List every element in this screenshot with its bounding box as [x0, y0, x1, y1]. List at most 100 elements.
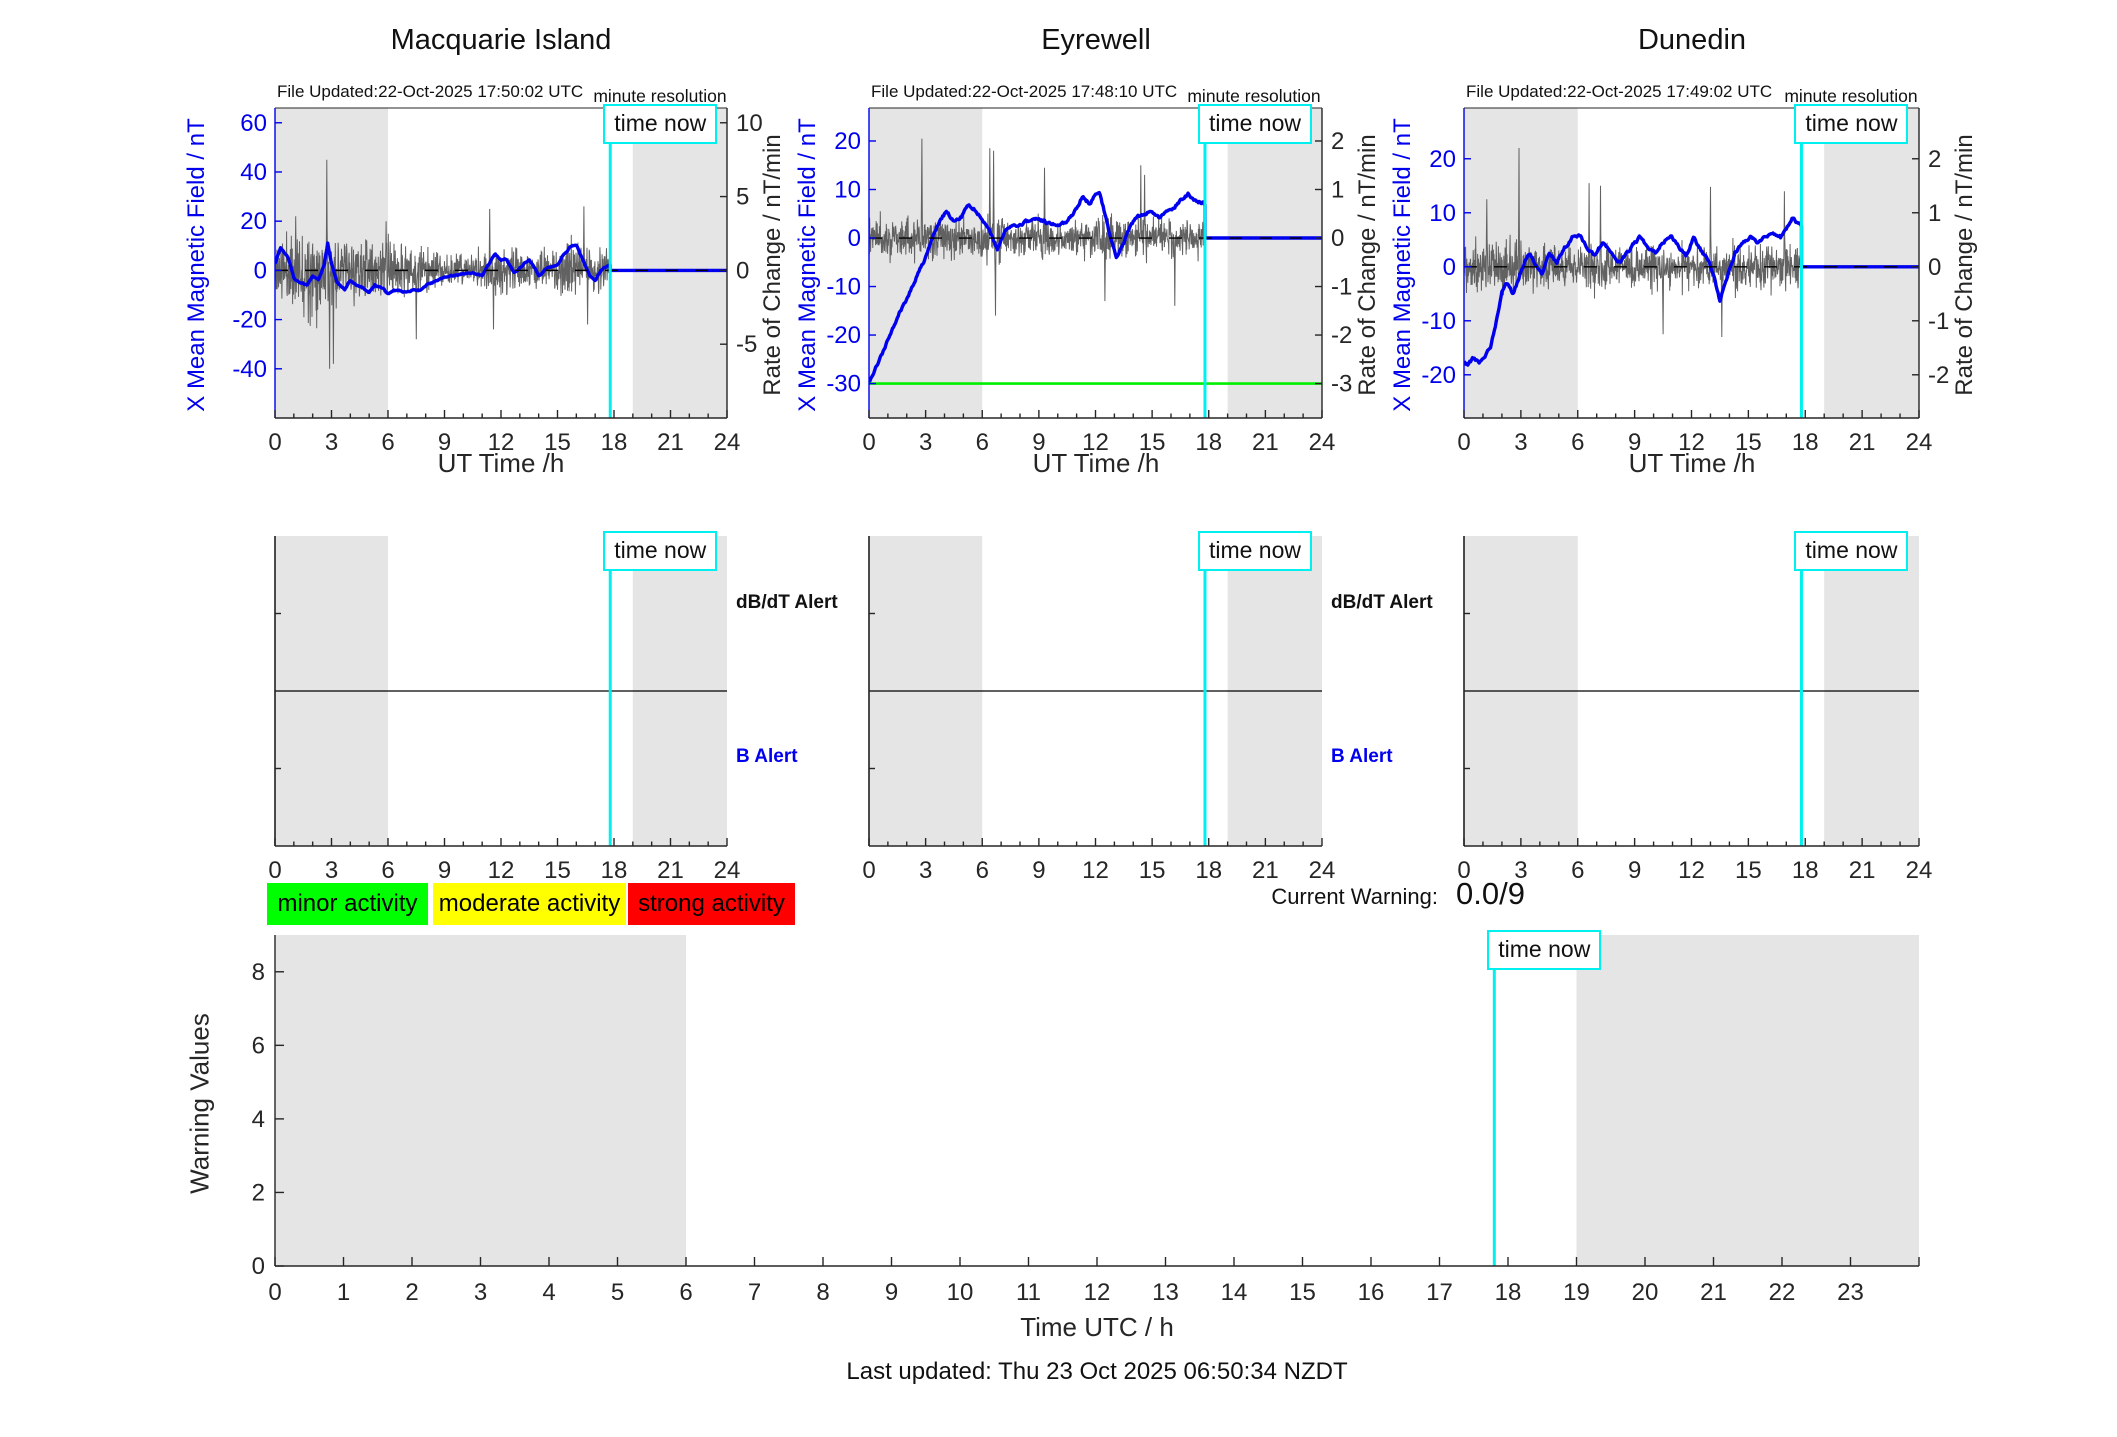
svg-text:24: 24	[1906, 429, 1933, 456]
svg-text:-3: -3	[1331, 371, 1352, 398]
svg-text:9: 9	[1628, 429, 1641, 456]
svg-text:12: 12	[1084, 1279, 1111, 1306]
svg-text:12: 12	[1678, 429, 1705, 456]
ylabel-right-macquarie: Rate of Change / nT/min	[759, 134, 786, 396]
svg-text:8: 8	[816, 1279, 829, 1306]
svg-text:3: 3	[919, 429, 932, 456]
svg-text:0: 0	[254, 257, 267, 284]
svg-text:15: 15	[544, 857, 571, 884]
svg-text:15: 15	[1735, 857, 1762, 884]
ylabel-left-dunedin: X Mean Magnetic Field / nT	[1389, 118, 1416, 412]
svg-text:-20: -20	[826, 322, 861, 349]
svg-text:6: 6	[381, 429, 394, 456]
svg-text:21: 21	[1252, 429, 1279, 456]
svg-text:24: 24	[1906, 857, 1933, 884]
svg-text:21: 21	[1700, 1279, 1727, 1306]
svg-text:6: 6	[1571, 429, 1584, 456]
svg-text:4: 4	[542, 1279, 555, 1306]
svg-text:23: 23	[1837, 1279, 1864, 1306]
b-alert-label-2: B Alert	[1331, 746, 1393, 767]
svg-text:15: 15	[544, 429, 571, 456]
svg-text:60: 60	[240, 110, 267, 137]
svg-text:4: 4	[252, 1106, 265, 1133]
svg-text:10: 10	[947, 1279, 974, 1306]
svg-text:9: 9	[438, 429, 451, 456]
time-now-box-eyrewell: time now	[1197, 104, 1312, 144]
svg-text:3: 3	[919, 857, 932, 884]
time-now-box-alert-3: time now	[1794, 531, 1909, 571]
svg-text:2: 2	[1928, 146, 1941, 173]
time-now-box-alert-2: time now	[1197, 531, 1312, 571]
svg-text:13: 13	[1152, 1279, 1179, 1306]
resolution-note-1: minute resolution	[593, 86, 727, 106]
ylabel-left-eyrewell: X Mean Magnetic Field / nT	[794, 118, 821, 412]
svg-text:0: 0	[1457, 857, 1470, 884]
svg-text:20: 20	[240, 208, 267, 235]
svg-text:9: 9	[1032, 429, 1045, 456]
svg-text:24: 24	[1309, 429, 1336, 456]
svg-text:10: 10	[834, 177, 861, 204]
xlabel-dunedin: UT Time /h	[1628, 448, 1756, 478]
svg-text:14: 14	[1221, 1279, 1248, 1306]
svg-text:15: 15	[1735, 429, 1762, 456]
svg-text:3: 3	[474, 1279, 487, 1306]
resolution-note-2: minute resolution	[1187, 86, 1321, 106]
svg-text:18: 18	[601, 857, 628, 884]
ylabel-right-eyrewell: Rate of Change / nT/min	[1354, 134, 1381, 396]
svg-text:0: 0	[1457, 429, 1470, 456]
svg-text:1: 1	[337, 1279, 350, 1306]
svg-text:6: 6	[1571, 857, 1584, 884]
current-warning-label: Current Warning:	[1271, 884, 1438, 909]
svg-text:18: 18	[1495, 1279, 1522, 1306]
svg-text:12: 12	[488, 429, 515, 456]
b-alert-label-1: B Alert	[736, 746, 798, 767]
svg-text:0: 0	[1331, 225, 1344, 252]
svg-text:19: 19	[1563, 1279, 1590, 1306]
resolution-note-3: minute resolution	[1784, 86, 1918, 106]
svg-text:21: 21	[1849, 429, 1876, 456]
svg-text:10: 10	[1429, 200, 1456, 227]
svg-text:0: 0	[268, 1279, 281, 1306]
svg-text:16: 16	[1358, 1279, 1385, 1306]
svg-text:22: 22	[1769, 1279, 1796, 1306]
svg-text:0: 0	[862, 429, 875, 456]
station-title-macquarie: Macquarie Island	[390, 24, 612, 56]
svg-text:-2: -2	[1331, 322, 1352, 349]
svg-text:18: 18	[1792, 429, 1819, 456]
current-warning-value: 0.0/9	[1456, 876, 1525, 911]
svg-text:6: 6	[679, 1279, 692, 1306]
alert-timeline-plot-3: 0 3 6 9 12 15 18 21 24	[1457, 536, 1932, 884]
svg-text:0: 0	[848, 225, 861, 252]
file-updated-macquarie: File Updated:22-Oct-2025 17:50:02 UTC	[277, 82, 584, 101]
alert-timeline-plot-1: 0 3 6 9 12 15 18 21 24	[268, 536, 740, 884]
svg-text:0: 0	[268, 857, 281, 884]
svg-text:20: 20	[1632, 1279, 1659, 1306]
svg-text:3: 3	[1514, 857, 1527, 884]
svg-text:8: 8	[252, 959, 265, 986]
svg-text:9: 9	[1032, 857, 1045, 884]
svg-text:6: 6	[976, 429, 989, 456]
svg-text:18: 18	[1195, 857, 1222, 884]
svg-text:0: 0	[252, 1253, 265, 1280]
xlabel-macquarie: UT Time /h	[437, 448, 565, 478]
time-utc-xlabel: Time UTC / h	[1020, 1312, 1174, 1342]
svg-text:-5: -5	[736, 331, 757, 358]
svg-text:24: 24	[714, 857, 741, 884]
svg-text:9: 9	[885, 1279, 898, 1306]
svg-text:15: 15	[1139, 857, 1166, 884]
svg-text:18: 18	[1195, 429, 1222, 456]
svg-text:3: 3	[325, 429, 338, 456]
svg-text:7: 7	[748, 1279, 761, 1306]
time-now-box-macquarie: time now	[603, 104, 718, 144]
svg-text:21: 21	[657, 857, 684, 884]
macquarie-island-magnetometer-plot: 0 3 6 9 12 15 18 21 24 -40 -20 0 20 40 60 -5 0 5 10	[232, 107, 763, 456]
svg-text:-20: -20	[1421, 362, 1456, 389]
time-now-box-alert-1: time now	[603, 531, 718, 571]
svg-text:-1: -1	[1928, 308, 1949, 335]
svg-text:12: 12	[1082, 857, 1109, 884]
svg-text:6: 6	[976, 857, 989, 884]
svg-text:2: 2	[1331, 128, 1344, 155]
